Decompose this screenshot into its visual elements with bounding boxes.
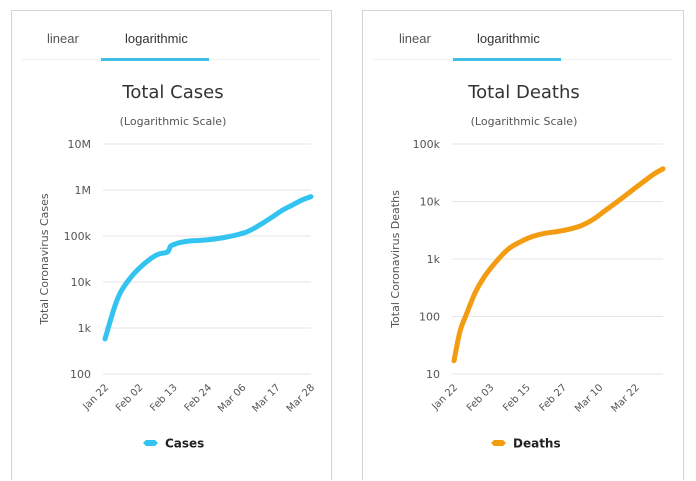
chart-title: Total Cases — [121, 82, 223, 103]
y-tick-label: 100k — [413, 138, 441, 151]
tab-linear[interactable]: linear — [399, 31, 431, 46]
tab-logarithmic[interactable]: logarithmic — [477, 31, 540, 46]
x-tick-label: Feb 13 — [148, 382, 180, 414]
scale-tabs: linear logarithmic — [373, 11, 673, 61]
cases-chart-card: linear logarithmic Total Cases (Logarithm… — [11, 10, 332, 480]
y-tick-label: 10 — [426, 368, 440, 381]
y-tick-label: 10k — [420, 196, 441, 209]
y-axis-label: Total Coronavirus Cases — [38, 193, 51, 326]
cases-chart: Total Cases (Logarithmic Scale) 100 1k 10k 10… — [38, 82, 317, 451]
x-tick-label: Jan 22 — [429, 382, 460, 413]
deaths-chart-card: linear logarithmic Total Deaths (Logarith… — [362, 10, 684, 480]
series-line-cases — [102, 194, 314, 342]
x-tick-label: Feb 03 — [465, 382, 497, 414]
chart-subtitle: (Logarithmic Scale) — [120, 115, 227, 128]
active-tab-indicator — [453, 58, 561, 61]
x-tick-label: Mar 22 — [609, 382, 641, 414]
y-tick-label: 10k — [71, 276, 92, 289]
x-tick-label: Mar 10 — [573, 382, 605, 414]
legend-item-cases: Cases — [143, 437, 204, 451]
x-tick-label: Feb 24 — [183, 382, 215, 414]
legend-marker-icon — [491, 440, 506, 446]
y-tick-label: 100 — [70, 368, 91, 381]
x-tick-label: Mar 06 — [216, 382, 248, 414]
x-tick-label: Mar 28 — [285, 382, 317, 414]
legend-label: Cases — [165, 437, 204, 451]
scale-tabs: linear logarithmic — [22, 11, 321, 61]
active-tab-indicator — [101, 58, 209, 61]
y-tick-label: 1M — [75, 184, 92, 197]
tab-logarithmic[interactable]: logarithmic — [125, 31, 188, 46]
y-tick-label: 1k — [78, 322, 92, 335]
y-tick-label: 10M — [68, 138, 92, 151]
legend-marker-icon — [143, 440, 158, 446]
x-tick-label: Mar 17 — [250, 382, 282, 414]
y-tick-label: 100 — [419, 311, 440, 324]
series-line-deaths — [451, 166, 666, 364]
legend-label: Deaths — [513, 437, 561, 451]
deaths-chart: Total Deaths (Logarithmic Scale) 10 100 1k 10… — [389, 82, 666, 451]
y-tick-label: 100k — [64, 230, 92, 243]
chart-title: Total Deaths — [467, 82, 580, 103]
y-axis-label: Total Coronavirus Deaths — [389, 190, 402, 329]
x-tick-label: Feb 15 — [501, 382, 533, 414]
x-tick-label: Jan 22 — [80, 382, 111, 413]
tab-linear[interactable]: linear — [47, 31, 79, 46]
x-tick-label: Feb 27 — [538, 382, 570, 414]
y-tick-label: 1k — [427, 253, 441, 266]
legend-item-deaths: Deaths — [491, 437, 561, 451]
chart-subtitle: (Logarithmic Scale) — [471, 115, 578, 128]
x-tick-label: Feb 02 — [114, 382, 146, 414]
